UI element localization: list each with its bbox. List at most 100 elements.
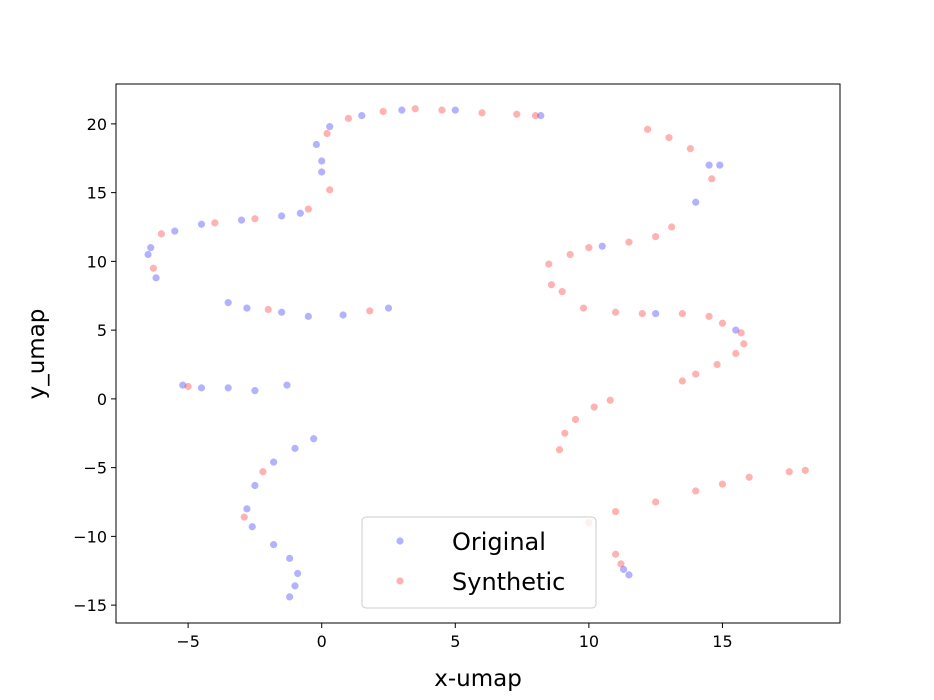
point xyxy=(384,304,393,312)
point xyxy=(579,304,588,312)
point xyxy=(251,215,259,223)
point xyxy=(197,220,206,228)
point xyxy=(398,106,406,114)
point xyxy=(318,168,326,176)
point xyxy=(617,560,625,568)
point xyxy=(611,508,620,516)
point xyxy=(270,458,278,466)
point xyxy=(620,565,628,573)
point xyxy=(157,230,166,238)
point xyxy=(478,109,486,117)
point xyxy=(264,305,272,314)
point xyxy=(713,360,721,369)
point xyxy=(585,244,593,252)
point xyxy=(286,554,294,562)
legend-box xyxy=(361,516,597,609)
point xyxy=(665,134,673,142)
point xyxy=(304,205,312,213)
point xyxy=(652,310,660,318)
point xyxy=(718,480,727,488)
point xyxy=(644,125,652,133)
point xyxy=(278,212,286,220)
point xyxy=(318,157,326,165)
point xyxy=(678,377,686,385)
point xyxy=(294,569,302,578)
point xyxy=(785,468,793,476)
point xyxy=(513,110,521,118)
point xyxy=(611,550,620,558)
point xyxy=(310,435,318,443)
point xyxy=(708,175,716,183)
point xyxy=(718,319,727,327)
point xyxy=(270,541,278,549)
point xyxy=(296,209,304,217)
point xyxy=(243,505,251,513)
y-tick-label: −10 xyxy=(73,527,107,546)
point xyxy=(286,593,294,601)
point xyxy=(197,384,206,392)
point xyxy=(705,312,713,320)
point xyxy=(598,242,606,250)
point xyxy=(171,227,179,235)
point xyxy=(251,387,259,395)
point xyxy=(678,310,686,318)
point xyxy=(411,105,419,113)
point xyxy=(716,161,724,169)
point xyxy=(326,123,334,131)
point xyxy=(326,186,334,194)
x-tick-label: −5 xyxy=(176,632,200,651)
point xyxy=(379,107,387,116)
y-tick-label: 0 xyxy=(97,390,107,409)
point xyxy=(606,396,614,404)
x-tick-label: 0 xyxy=(317,632,327,651)
point xyxy=(692,487,700,495)
point xyxy=(732,349,740,358)
point xyxy=(291,582,299,590)
point xyxy=(179,381,187,389)
point xyxy=(291,444,299,452)
y-tick-label: −15 xyxy=(73,596,107,615)
legend-label: Synthetic xyxy=(452,568,565,596)
point xyxy=(801,466,809,474)
point xyxy=(692,370,700,378)
legend-marker xyxy=(396,537,404,545)
point xyxy=(283,381,291,389)
point xyxy=(438,106,446,114)
point xyxy=(147,244,155,252)
plot-frame xyxy=(115,83,841,624)
point xyxy=(224,299,232,307)
point xyxy=(545,260,553,268)
point xyxy=(278,308,286,316)
x-tick-label: 10 xyxy=(579,632,599,651)
point xyxy=(566,250,574,259)
point xyxy=(358,112,366,120)
point xyxy=(638,310,646,318)
point xyxy=(625,238,633,246)
point xyxy=(323,129,331,138)
y-tick-label: 20 xyxy=(87,115,107,134)
point xyxy=(531,112,540,120)
point xyxy=(248,523,256,531)
point xyxy=(251,481,259,490)
point xyxy=(344,114,353,122)
point xyxy=(547,281,556,289)
point xyxy=(590,403,598,411)
point xyxy=(240,513,248,521)
point xyxy=(571,415,580,424)
point xyxy=(732,326,740,334)
legend-label: Original xyxy=(452,528,546,556)
point xyxy=(652,498,660,506)
point xyxy=(555,446,564,454)
y-tick-label: 5 xyxy=(97,321,107,340)
point xyxy=(152,274,160,282)
point xyxy=(366,307,374,315)
point xyxy=(259,468,267,476)
x-tick-label: 5 xyxy=(450,632,460,651)
point xyxy=(625,571,633,579)
y-tick-label: −5 xyxy=(83,459,107,478)
point xyxy=(237,216,246,224)
point xyxy=(686,145,694,153)
point xyxy=(339,311,347,319)
